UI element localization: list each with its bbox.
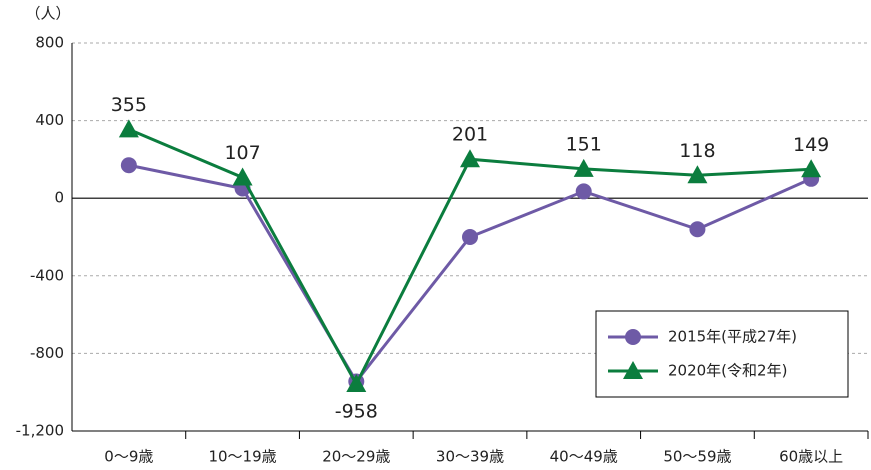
- y-tick-label: -1,200: [16, 422, 64, 440]
- x-tick-label: 0～9歳: [104, 448, 153, 466]
- y-tick-label: -800: [30, 344, 64, 362]
- x-tick-label: 20～29歳: [322, 448, 390, 466]
- legend-marker: [625, 329, 641, 345]
- legend-box: [595, 310, 849, 398]
- data-label: 151: [566, 133, 602, 155]
- point: [346, 374, 367, 393]
- point: [801, 159, 822, 178]
- x-tick-label: 10～19歳: [208, 448, 276, 466]
- series: [118, 119, 822, 393]
- point: [462, 229, 478, 245]
- data-label: 355: [111, 94, 147, 116]
- data-label: 107: [224, 142, 260, 164]
- point: [689, 221, 706, 238]
- point: [460, 149, 480, 168]
- y-tick-label: -400: [30, 266, 64, 284]
- y-unit: （人）: [25, 5, 70, 23]
- x-tick-label: 30～39歳: [436, 448, 504, 466]
- point: [232, 167, 253, 186]
- point: [575, 183, 592, 200]
- data-label: 118: [679, 140, 715, 162]
- data-label: 201: [452, 124, 488, 146]
- y-tick-label: 0: [54, 189, 64, 207]
- point: [120, 157, 137, 174]
- data-label: 149: [793, 134, 829, 156]
- point: [118, 119, 139, 138]
- legend-label: 2015年(平成27年): [668, 328, 797, 346]
- x-tick-label: 50～59歳: [663, 448, 731, 466]
- x-tick-label: 40～49歳: [550, 448, 618, 466]
- point: [687, 165, 708, 184]
- y-tick-label: 800: [35, 34, 64, 52]
- data-label: -958: [335, 401, 378, 423]
- legend-marker: [623, 361, 643, 379]
- point: [573, 158, 594, 177]
- x-tick-label: 60歳以上: [779, 448, 843, 466]
- legend-label: 2020年(令和2年): [668, 362, 787, 380]
- y-tick-label: 400: [35, 111, 64, 129]
